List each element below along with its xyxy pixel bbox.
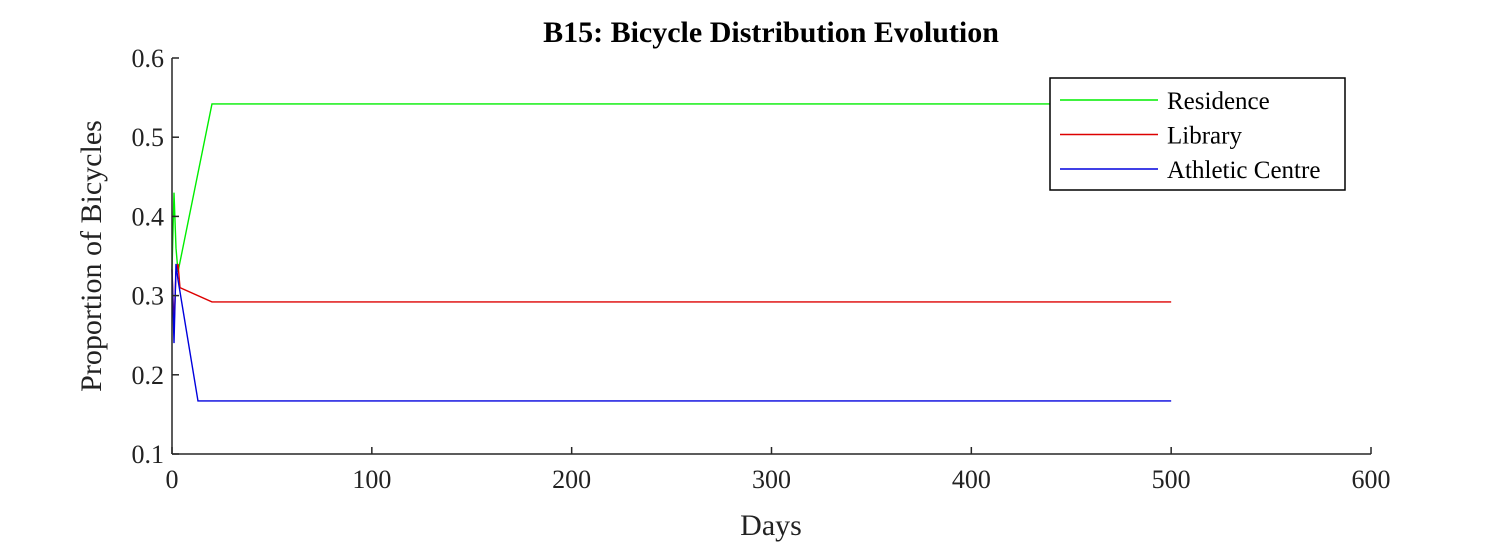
legend: Residence Library Athletic Centre	[1049, 77, 1346, 191]
x-tick-label: 200	[552, 465, 591, 494]
legend-label: Library	[1167, 123, 1242, 150]
x-tick-label: 300	[752, 465, 791, 494]
x-tick-label: 600	[1352, 465, 1391, 494]
series-line-athletic-centre	[171, 263, 1172, 402]
series-line-residence	[171, 103, 1172, 272]
series-layer	[171, 103, 1172, 402]
y-tick-label: 0.3	[132, 282, 165, 311]
legend-label: Athletic Centre	[1167, 157, 1320, 184]
legend-label: Residence	[1167, 88, 1270, 115]
chart-title: B15: Bicycle Distribution Evolution	[543, 16, 999, 49]
y-tick-label: 0.2	[132, 361, 165, 390]
y-tick-label: 0.6	[132, 44, 165, 73]
x-axis-label: Days	[740, 509, 802, 542]
x-tick-label: 100	[352, 465, 391, 494]
x-tick-label: 400	[952, 465, 991, 494]
y-tick-label: 0.1	[132, 440, 165, 469]
x-tick-label: 0	[166, 465, 179, 494]
y-tick-label: 0.4	[132, 202, 165, 231]
ticks-layer: 0 100 200 300 400 500 600 0.1 0.2 0.3 0.4 0.5 0.6	[132, 44, 1391, 494]
y-tick-label: 0.5	[132, 123, 165, 152]
y-axis-label: Proportion of Bicycles	[75, 120, 108, 392]
series-line-library	[171, 263, 1172, 328]
x-tick-label: 500	[1152, 465, 1191, 494]
